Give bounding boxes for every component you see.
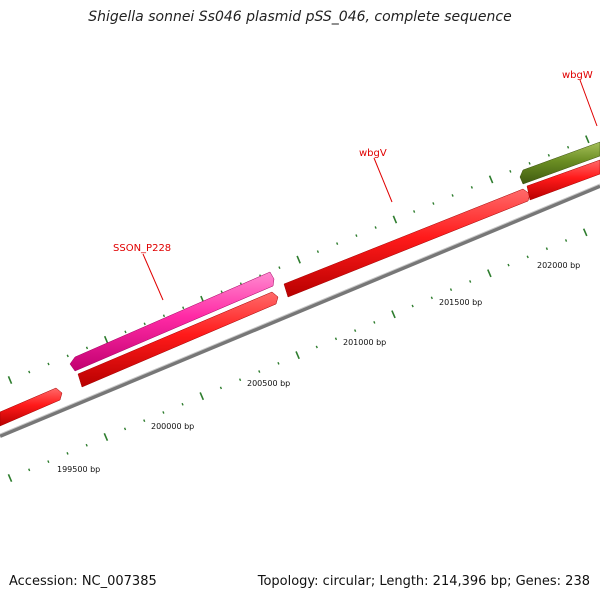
minor-tick [355, 234, 358, 237]
accession-text: Accession: NC_007385 [9, 574, 157, 589]
gene-wbgw-arrow[interactable] [519, 141, 600, 185]
outer-tick-marks [7, 135, 590, 384]
minor-tick [545, 247, 548, 251]
bp-label: 200500 bp [247, 379, 290, 388]
minor-tick [336, 242, 339, 245]
minor-tick [469, 280, 472, 283]
sequence-summary: Topology: circular; Length: 214,396 bp; … [257, 574, 590, 589]
gene-arrow[interactable] [283, 188, 531, 298]
bp-label: 202000 bp [537, 261, 580, 270]
major-tick [487, 269, 492, 278]
gene-arrow[interactable] [526, 159, 600, 201]
minor-tick [28, 468, 31, 472]
gene-label-ssonp228: SSON_P228 [113, 243, 171, 254]
gene-label-wbgv: wbgV [359, 148, 387, 159]
major-tick [488, 175, 494, 184]
minor-tick [411, 304, 414, 308]
minor-tick [526, 255, 529, 259]
sequence-backbone [0, 184, 600, 438]
minor-tick [564, 239, 568, 242]
gene-ssonp228-arrow[interactable] [69, 271, 275, 372]
minor-tick [220, 290, 223, 294]
inner-tick-marks [7, 228, 588, 482]
minor-tick [449, 288, 453, 292]
minor-tick [66, 354, 69, 358]
minor-tick [470, 186, 473, 189]
major-tick [585, 135, 590, 144]
minor-tick [413, 210, 416, 213]
major-tick [7, 376, 13, 384]
minor-tick [278, 266, 281, 270]
minor-tick [143, 419, 146, 423]
minor-tick [374, 226, 377, 229]
minor-tick [181, 402, 184, 406]
minor-tick [238, 378, 242, 382]
major-tick [103, 335, 109, 344]
gene-arrow[interactable] [0, 387, 63, 427]
minor-tick [432, 202, 435, 205]
minor-tick [162, 411, 165, 414]
major-tick [582, 228, 588, 237]
major-tick [391, 310, 396, 319]
minor-tick [373, 321, 376, 324]
minor-tick [566, 145, 570, 149]
major-tick [295, 351, 300, 360]
minor-tick [182, 306, 185, 310]
minor-tick [354, 329, 357, 332]
major-tick [103, 433, 109, 442]
sequence-backbone-highlight [0, 183, 600, 435]
major-tick [296, 255, 301, 264]
minor-tick [123, 427, 127, 431]
minor-tick [507, 263, 510, 267]
minor-tick [258, 370, 261, 373]
minor-tick [162, 314, 166, 318]
minor-tick [528, 161, 531, 165]
minor-tick [66, 452, 69, 455]
minor-tick [47, 362, 50, 366]
minor-tick [277, 361, 280, 365]
minor-tick [430, 296, 433, 300]
minor-tick [451, 194, 454, 197]
bp-label: 199500 bp [57, 465, 100, 474]
minor-tick [315, 345, 318, 349]
minor-tick [28, 370, 31, 374]
label-leader-ssonp228 [142, 253, 164, 301]
minor-tick [334, 337, 338, 341]
minor-tick [219, 386, 223, 390]
minor-tick [547, 153, 550, 157]
bp-label: 201000 bp [343, 338, 386, 347]
major-tick [7, 474, 13, 482]
major-tick [392, 215, 398, 224]
minor-tick [47, 460, 50, 463]
minor-tick [509, 170, 512, 173]
minor-tick [85, 346, 89, 350]
label-leader-wbgv [373, 157, 393, 203]
map-title: Shigella sonnei Ss046 plasmid pSS_046, c… [88, 9, 512, 25]
label-leader-wbgw [579, 79, 598, 127]
minor-tick [124, 330, 127, 334]
bp-label: 201500 bp [439, 298, 482, 307]
major-tick [199, 392, 205, 401]
minor-tick [85, 443, 88, 447]
gene-label-wbgw: wbgW [562, 70, 593, 81]
bp-label: 200000 bp [151, 422, 194, 431]
gene-arrow[interactable] [77, 291, 279, 388]
minor-tick [316, 250, 320, 253]
minor-tick [143, 322, 146, 326]
